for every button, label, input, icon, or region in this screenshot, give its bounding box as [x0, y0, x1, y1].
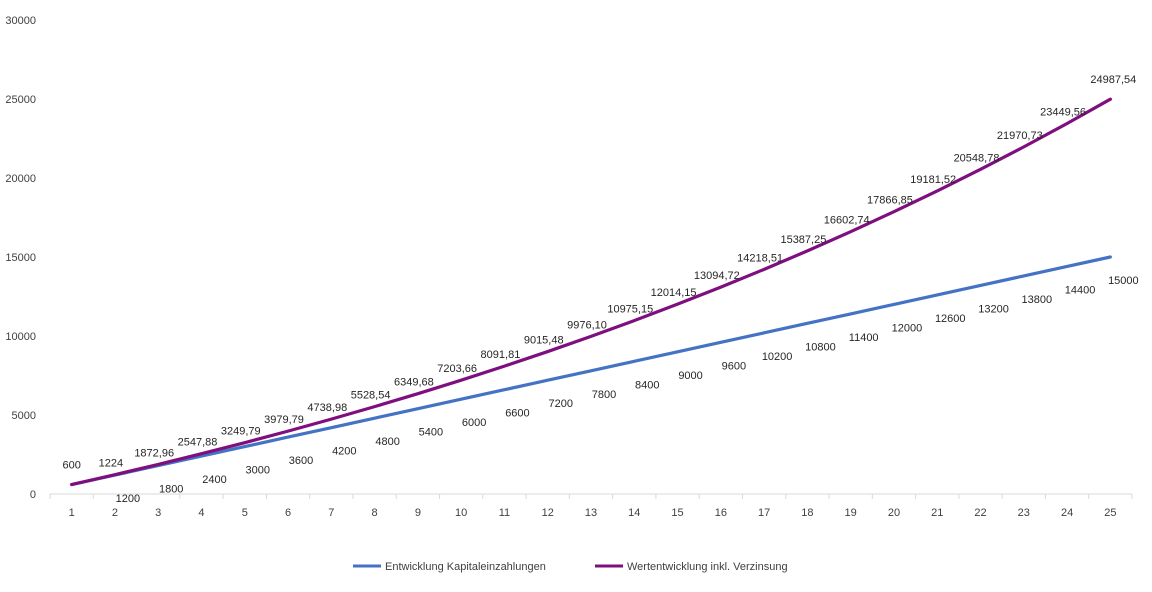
- data-label-wert: 14218,51: [737, 252, 783, 264]
- x-axis-ticks: 1 2 3 4 5 6 7 8 9 10 11 12 13 14 15 16 17 18 19 20 21 22 23 24 2…: [49, 494, 1133, 519]
- data-label-kapital: 4800: [375, 436, 399, 448]
- data-label-kapital: 1800: [159, 484, 183, 496]
- x-tick-label: 1: [69, 507, 75, 519]
- data-label-wert: 13094,72: [694, 270, 740, 282]
- y-axis-ticks: 0 5000 10000 15000 20000 25000 30000: [5, 15, 36, 501]
- x-tick-label: 11: [499, 507, 510, 519]
- data-label-kapital: 5400: [419, 427, 443, 439]
- legend-item-wertentwicklung: Wertentwicklung inkl. Verzinsung: [595, 561, 788, 573]
- data-label-kapital: 600: [62, 460, 80, 472]
- x-tick-label: 19: [845, 507, 857, 519]
- legend-label: Entwicklung Kapitaleinzahlungen: [385, 561, 546, 573]
- data-label-wert: 12014,15: [651, 287, 697, 299]
- y-tick-label: 20000: [5, 173, 36, 185]
- data-label-kapital: 10800: [805, 341, 836, 353]
- data-label-wert: 5528,54: [351, 390, 391, 402]
- x-tick-label: 9: [415, 507, 421, 519]
- data-label-wert: 1224: [99, 458, 123, 470]
- legend-item-kapitaleinzahlungen: Entwicklung Kapitaleinzahlungen: [353, 561, 546, 573]
- data-label-wert: 19181,52: [910, 174, 956, 186]
- data-label-wert: 9015,48: [524, 335, 564, 347]
- y-tick-label: 5000: [12, 410, 36, 422]
- data-label-wert: 3979,79: [264, 414, 304, 426]
- data-label-wert: 15387,25: [780, 234, 826, 246]
- data-label-kapital: 11400: [849, 332, 879, 344]
- data-label-kapital: 15000: [1108, 275, 1139, 287]
- x-tick-label: 22: [974, 507, 986, 519]
- y-tick-label: 30000: [5, 15, 36, 27]
- x-tick-label: 6: [285, 507, 291, 519]
- series-line-1: [70, 97, 1112, 487]
- data-label-kapital: 1200: [116, 493, 140, 505]
- x-tick-label: 18: [801, 507, 813, 519]
- x-tick-label: 5: [242, 507, 248, 519]
- data-label-kapital: 7200: [548, 398, 572, 410]
- data-label-wert: 2547,88: [178, 437, 218, 449]
- x-tick-label: 13: [585, 507, 597, 519]
- data-label-wert: 9976,10: [567, 319, 607, 331]
- x-tick-label: 17: [758, 507, 770, 519]
- legend: Entwicklung Kapitaleinzahlungen Wertentw…: [353, 561, 788, 573]
- data-label-kapital: 6000: [462, 417, 486, 429]
- data-label-wert: 21970,73: [997, 130, 1043, 142]
- x-tick-label: 16: [715, 507, 727, 519]
- x-tick-label: 4: [198, 507, 204, 519]
- data-label-kapital: 12000: [892, 322, 923, 334]
- data-labels: 600 1200 1800 2400 3000 3600 4200 4800 5400 6000 6…: [62, 74, 1138, 505]
- x-tick-label: 21: [931, 507, 943, 519]
- data-label-wert: 6349,68: [394, 377, 434, 389]
- y-tick-label: 15000: [5, 252, 36, 264]
- data-label-kapital: 8400: [635, 379, 659, 391]
- x-tick-label: 7: [328, 507, 334, 519]
- x-tick-label: 8: [372, 507, 378, 519]
- data-label-wert: 17866,85: [867, 195, 913, 207]
- data-label-kapital: 9600: [722, 360, 746, 372]
- series-line-0: [70, 255, 1112, 487]
- data-label-kapital: 14400: [1065, 284, 1096, 296]
- data-label-kapital: 9000: [678, 370, 702, 382]
- data-label-wert: 16602,74: [824, 215, 870, 227]
- y-tick-label: 0: [30, 489, 36, 501]
- data-label-kapital: 12600: [935, 313, 966, 325]
- data-label-wert: 20548,78: [954, 152, 1000, 164]
- legend-label: Wertentwicklung inkl. Verzinsung: [627, 561, 788, 573]
- x-tick-label: 24: [1061, 507, 1073, 519]
- data-label-wert: 10975,15: [607, 304, 653, 316]
- data-label-kapital: 13200: [978, 303, 1009, 315]
- data-label-kapital: 4200: [332, 446, 356, 458]
- data-label-wert: 8091,81: [481, 349, 521, 361]
- data-label-wert: 7203,66: [437, 363, 477, 375]
- y-tick-label: 25000: [5, 94, 36, 106]
- x-tick-label: 15: [671, 507, 683, 519]
- x-tick-label: 12: [542, 507, 554, 519]
- x-tick-label: 20: [888, 507, 900, 519]
- data-label-kapital: 13800: [1022, 294, 1053, 306]
- data-label-wert: 23449,56: [1040, 106, 1086, 118]
- data-label-wert: 4738,98: [307, 402, 347, 414]
- data-label-kapital: 7800: [592, 389, 616, 401]
- series-lines: [70, 97, 1112, 487]
- x-tick-label: 2: [112, 507, 118, 519]
- data-label-kapital: 10200: [762, 351, 793, 363]
- data-label-kapital: 3000: [246, 465, 270, 477]
- data-label-wert: 24987,54: [1090, 74, 1136, 86]
- data-label-kapital: 6600: [505, 408, 529, 420]
- data-label-wert: 3249,79: [221, 426, 261, 438]
- x-tick-label: 3: [155, 507, 161, 519]
- data-label-kapital: 3600: [289, 455, 313, 467]
- x-tick-label: 14: [628, 507, 640, 519]
- x-tick-label: 23: [1018, 507, 1030, 519]
- y-tick-label: 10000: [5, 331, 36, 343]
- x-tick-label: 25: [1104, 507, 1116, 519]
- data-label-wert: 1872,96: [134, 447, 174, 459]
- data-label-kapital: 2400: [202, 474, 226, 486]
- x-tick-label: 10: [455, 507, 467, 519]
